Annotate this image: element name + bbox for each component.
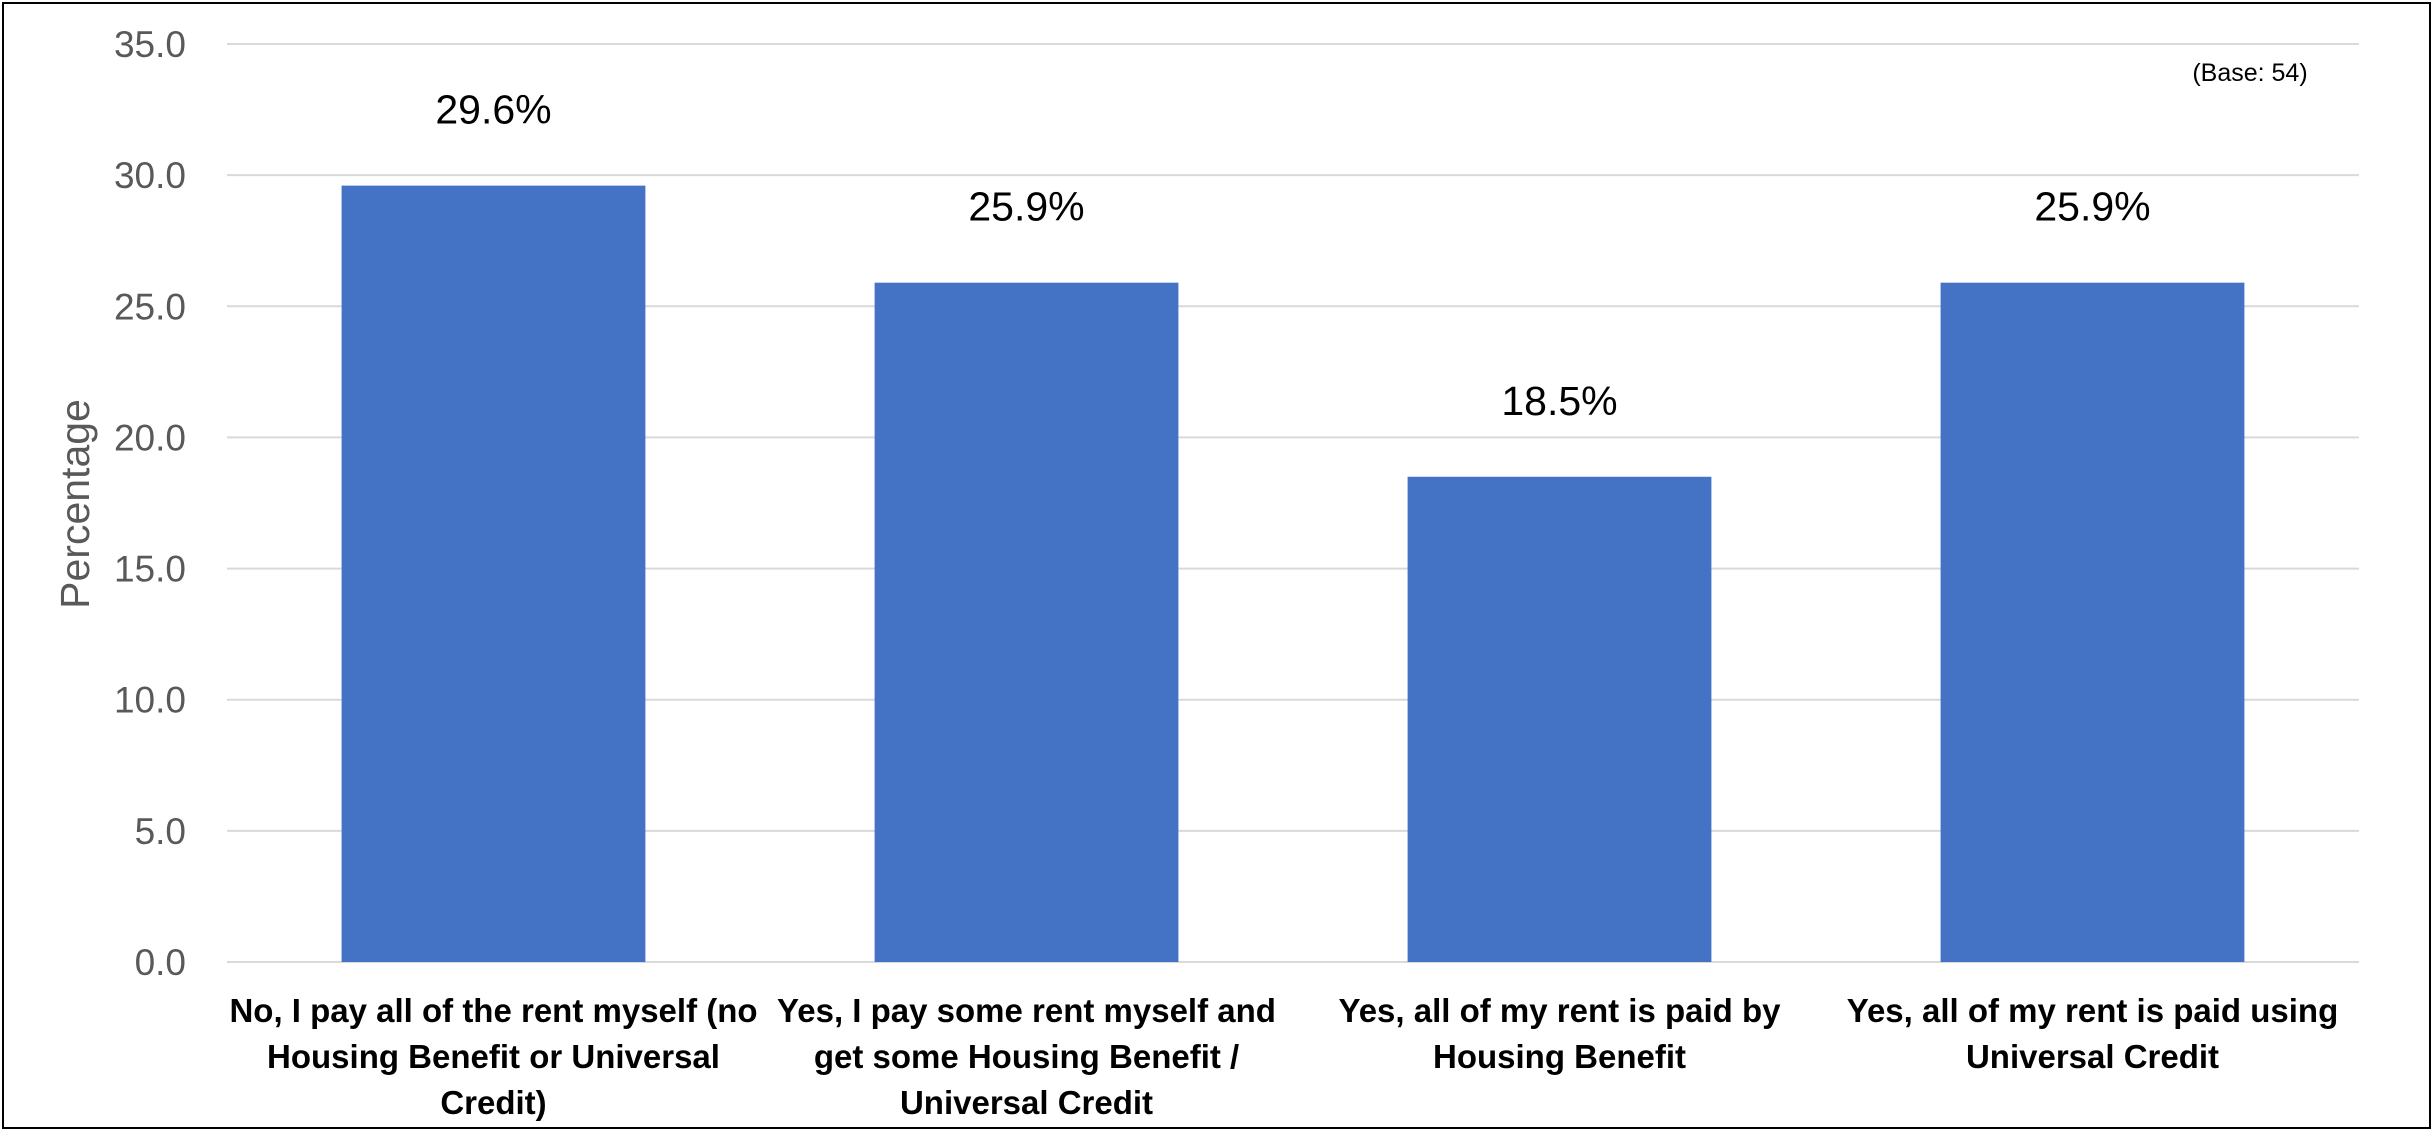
y-tick-label: 20.0 [114,417,186,458]
bar [341,185,646,963]
y-tick-label: 15.0 [114,549,186,590]
bar-chart: 0.0 5.0 10.0 15.0 20.0 25.0 30.0 35.0 29.6% 25.9… [52,24,2359,1121]
y-axis-title: Percentage [52,399,98,609]
category-label: Universal Credit [1966,1038,2219,1075]
category-label: Yes, all of my rent is paid using [1847,992,2338,1029]
category-label: Housing Benefit [1433,1038,1686,1075]
y-tick-label: 5.0 [135,811,186,852]
bar [874,282,1179,962]
data-label: 25.9% [968,184,1084,230]
category-label: get some Housing Benefit / [814,1038,1239,1075]
category-label: Universal Credit [900,1084,1153,1121]
data-label: 29.6% [435,87,551,133]
bar [1940,282,2245,962]
category-label: Yes, I pay some rent myself and [777,992,1276,1029]
bar [1407,476,1712,962]
bars [341,185,2245,963]
y-tick-label: 10.0 [114,680,186,721]
category-label: Yes, all of my rent is paid by [1339,992,1782,1029]
category-label: No, I pay all of the rent myself (no [229,992,757,1029]
y-tick-label: 30.0 [114,155,186,196]
data-label: 18.5% [1501,378,1617,424]
category-label: Housing Benefit or Universal [267,1038,720,1075]
data-labels: 29.6% 25.9% 18.5% 25.9% [435,87,2150,424]
category-label: Credit) [440,1084,546,1121]
y-tick-label: 35.0 [114,24,186,65]
y-tick-label: 25.0 [114,286,186,327]
base-note: (Base: 54) [2192,59,2307,87]
category-labels: No, I pay all of the rent myself (no Hous… [229,992,2338,1121]
data-label: 25.9% [2034,184,2150,230]
y-tick-label: 0.0 [135,942,186,983]
y-axis-ticks: 0.0 5.0 10.0 15.0 20.0 25.0 30.0 35.0 [114,24,186,983]
